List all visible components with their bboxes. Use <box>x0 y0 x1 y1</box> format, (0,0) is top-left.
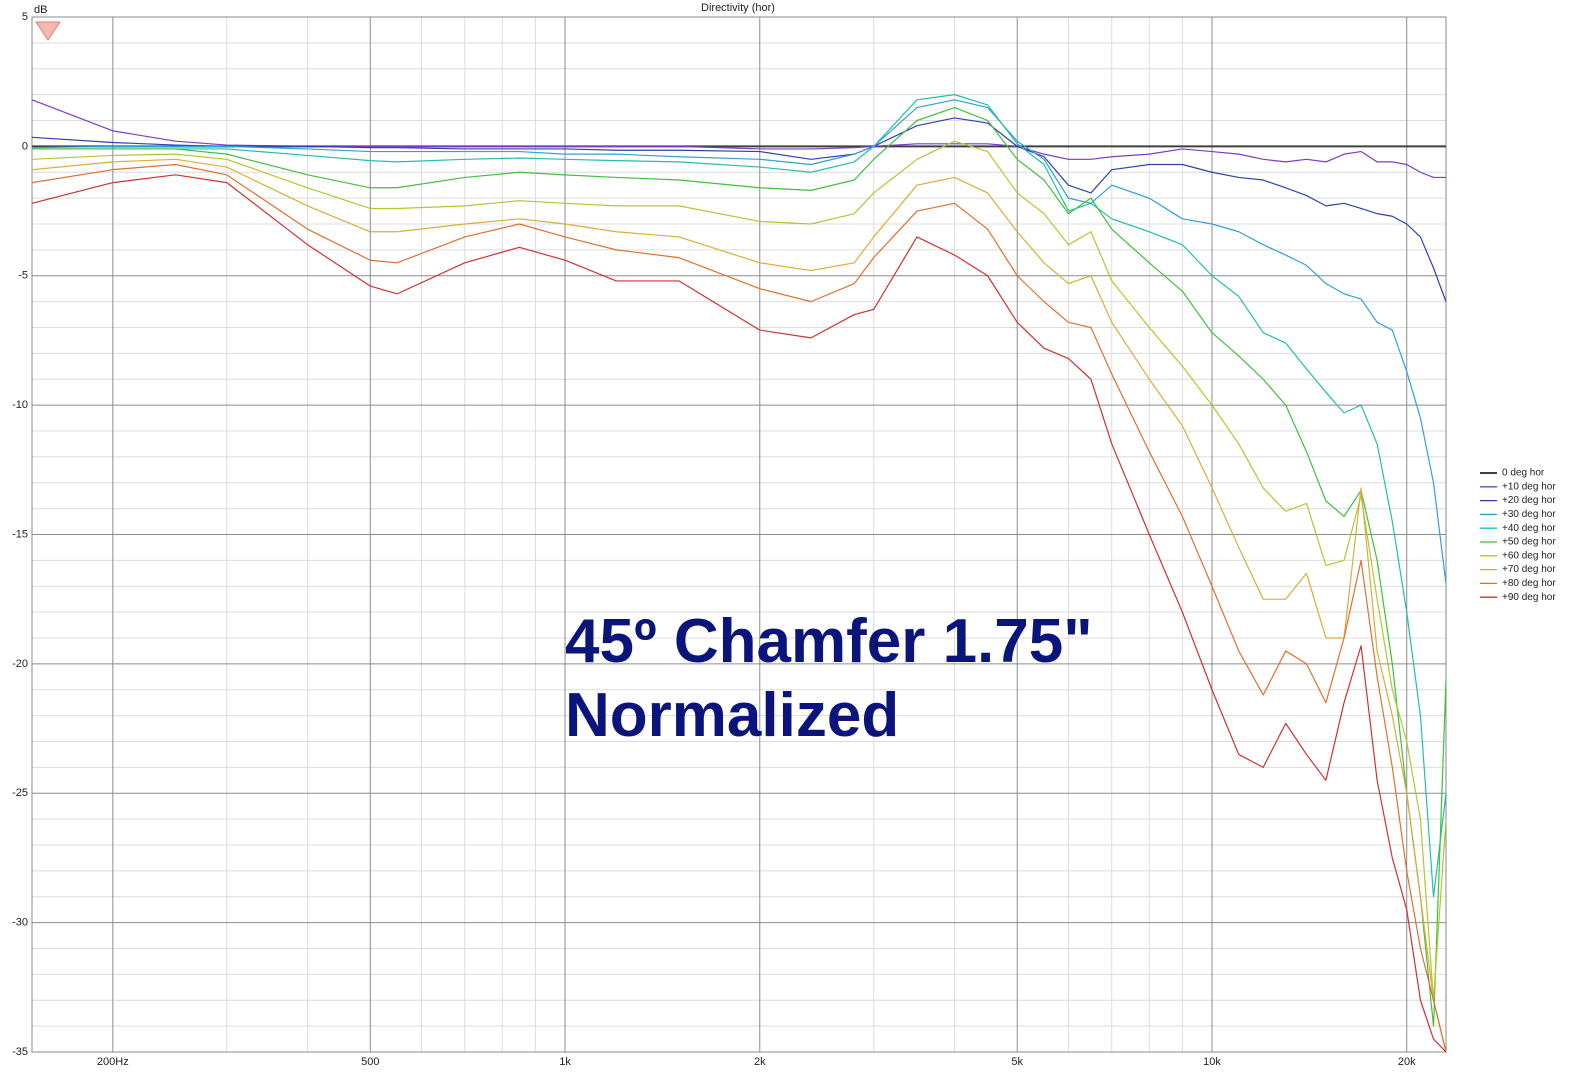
y-tick-label: -35 <box>12 1046 28 1058</box>
legend-label: +10 deg hor <box>1502 481 1556 492</box>
legend-label: +40 deg hor <box>1502 523 1556 534</box>
y-tick-label: -15 <box>12 528 28 540</box>
series-line <box>31 99 1447 584</box>
x-tick-label: 200Hz <box>97 1056 129 1068</box>
series-line <box>31 117 1447 302</box>
legend-label: +70 deg hor <box>1502 564 1556 575</box>
x-tick-label: 2k <box>754 1056 766 1068</box>
series-line <box>31 163 1447 1053</box>
legend-label: +80 deg hor <box>1502 578 1556 589</box>
annotation: Normalized <box>565 681 899 750</box>
legend-label: +20 deg hor <box>1502 495 1556 506</box>
legend-label: 0 deg hor <box>1502 468 1545 479</box>
y-tick-label: 0 <box>22 140 28 152</box>
x-tick-label: 500 <box>361 1056 379 1068</box>
legend-label: +50 deg hor <box>1502 537 1556 548</box>
x-tick-label: 10k <box>1203 1056 1221 1068</box>
x-tick-label: 20k <box>1398 1056 1416 1068</box>
legend-label: +30 deg hor <box>1502 509 1556 520</box>
x-tick-label: 5k <box>1011 1056 1023 1068</box>
series-line <box>32 106 1447 1027</box>
legend-label: +90 deg hor <box>1502 592 1556 603</box>
series-line <box>32 94 1447 898</box>
legend-label: +60 deg hor <box>1502 550 1556 561</box>
y-tick-label: 5 <box>22 11 28 23</box>
series-line <box>31 174 1447 1053</box>
y-axis-unit: dB <box>34 4 47 16</box>
series-line <box>31 158 1447 1053</box>
series-line <box>31 140 1447 1001</box>
y-tick-label: -30 <box>12 917 28 929</box>
y-tick-label: -10 <box>12 399 28 411</box>
series-group <box>31 94 1447 1053</box>
x-tick-label: 1k <box>559 1056 571 1068</box>
chart-title: Directivity (hor) <box>701 2 775 14</box>
annotation: 45º Chamfer 1.75" <box>565 607 1093 676</box>
y-tick-label: -25 <box>12 787 28 799</box>
y-tick-label: -5 <box>18 270 28 282</box>
logo <box>35 21 61 41</box>
plot-frame <box>31 16 1447 1053</box>
y-tick-label: -20 <box>12 658 28 670</box>
